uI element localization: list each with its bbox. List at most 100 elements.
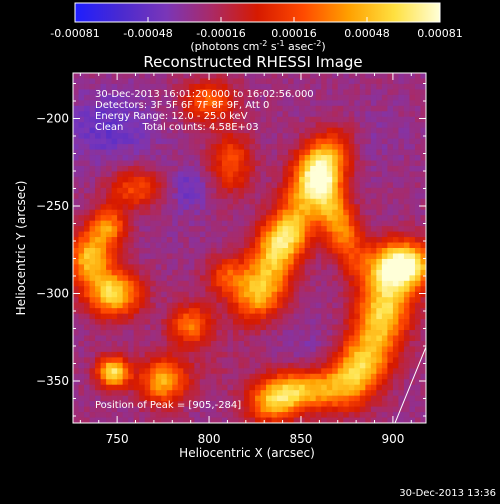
heatmap-cell <box>381 182 388 189</box>
heatmap-cell <box>299 209 306 216</box>
heatmap-cell <box>293 291 300 298</box>
heatmap-cell <box>155 324 162 331</box>
heatmap-cell <box>177 395 184 402</box>
heatmap-cell <box>243 116 250 123</box>
heatmap-cell <box>161 220 168 227</box>
heatmap-cell <box>387 220 394 227</box>
heatmap-cell <box>414 368 421 375</box>
heatmap-cell <box>337 116 344 123</box>
heatmap-cell <box>205 275 212 282</box>
heatmap-cell <box>414 127 421 134</box>
heatmap-cell <box>205 248 212 254</box>
heatmap-cell <box>89 116 96 123</box>
heatmap-cell <box>95 417 101 424</box>
heatmap-cell <box>260 127 267 134</box>
heatmap-cell <box>403 122 410 129</box>
heatmap-cell <box>392 248 399 254</box>
heatmap-cell <box>387 280 394 287</box>
heatmap-cell <box>122 384 129 391</box>
heatmap-cell <box>122 155 129 161</box>
heatmap-cell <box>100 122 107 129</box>
heatmap-cell <box>381 275 388 282</box>
heatmap-cell <box>106 373 113 380</box>
heatmap-cell <box>183 209 190 216</box>
heatmap-cell <box>144 340 151 347</box>
heatmap-cell <box>133 231 140 238</box>
heatmap-cell <box>188 149 195 156</box>
heatmap-cell <box>277 357 283 364</box>
heatmap-cell <box>150 155 157 161</box>
heatmap-cell <box>299 155 306 161</box>
heatmap-cell <box>139 324 146 331</box>
heatmap-cell <box>282 111 289 118</box>
heatmap-cell <box>255 78 261 85</box>
heatmap-cell <box>376 390 383 397</box>
heatmap-cell <box>227 198 234 205</box>
heatmap-cell <box>188 116 195 123</box>
heatmap-cell <box>398 193 405 200</box>
heatmap-cell <box>194 226 201 232</box>
heatmap-cell <box>255 155 261 161</box>
heatmap-cell <box>403 286 410 293</box>
heatmap-cell <box>133 160 140 167</box>
heatmap-cell <box>199 89 206 96</box>
heatmap-cell <box>365 237 372 243</box>
heatmap-cell <box>199 182 206 189</box>
heatmap-cell <box>299 308 306 315</box>
heatmap-cell <box>282 89 289 96</box>
heatmap-cell <box>205 258 212 265</box>
heatmap-cell <box>188 133 195 140</box>
heatmap-cell <box>332 204 339 211</box>
heatmap-cell <box>150 100 157 107</box>
heatmap-cell <box>376 209 383 216</box>
heatmap-cell <box>106 313 113 320</box>
heatmap-cell <box>161 111 168 118</box>
heatmap-cell <box>166 401 173 407</box>
heatmap-cell <box>315 176 322 183</box>
heatmap-cell <box>321 237 328 243</box>
heatmap-cell <box>139 94 146 101</box>
heatmap-cell <box>398 248 405 254</box>
heatmap-cell <box>310 83 317 90</box>
heatmap-cell <box>409 215 416 222</box>
heatmap-cell <box>183 226 190 232</box>
heatmap-cell <box>337 94 344 101</box>
heatmap-cell <box>387 111 394 118</box>
heatmap-cell <box>277 237 283 243</box>
heatmap-cell <box>343 373 350 380</box>
heatmap-cell <box>73 412 79 418</box>
heatmap-cell <box>398 155 405 161</box>
heatmap-cell <box>365 291 372 298</box>
heatmap-cell <box>271 264 278 271</box>
heatmap-cell <box>315 73 322 79</box>
heatmap-cell <box>89 302 96 309</box>
heatmap-cell <box>172 275 179 282</box>
heatmap-cell <box>299 138 306 145</box>
heatmap-cell <box>409 346 416 353</box>
heatmap-cell <box>111 209 118 216</box>
heatmap-cell <box>150 379 157 386</box>
heatmap-cell <box>128 291 135 298</box>
heatmap-cell <box>177 149 184 156</box>
heatmap-cell <box>409 264 416 271</box>
heatmap-cell <box>139 373 146 380</box>
heatmap-cell <box>73 302 79 309</box>
heatmap-cell <box>321 242 328 249</box>
heatmap-cell <box>243 204 250 211</box>
heatmap-cell <box>78 258 85 265</box>
heatmap-cell <box>122 395 129 402</box>
heatmap-cell <box>139 275 146 282</box>
heatmap-cell <box>282 373 289 380</box>
heatmap-cell <box>381 373 388 380</box>
heatmap-cell <box>271 209 278 216</box>
heatmap-cell <box>321 362 328 369</box>
heatmap-cell <box>216 406 223 413</box>
heatmap-cell <box>177 187 184 194</box>
heatmap-cell <box>188 280 195 287</box>
heatmap-cell <box>337 83 344 90</box>
heatmap-cell <box>84 160 90 167</box>
heatmap-cell <box>321 122 328 129</box>
heatmap-cell <box>166 242 173 249</box>
heatmap-cell <box>238 127 245 134</box>
heatmap-cell <box>370 401 377 407</box>
